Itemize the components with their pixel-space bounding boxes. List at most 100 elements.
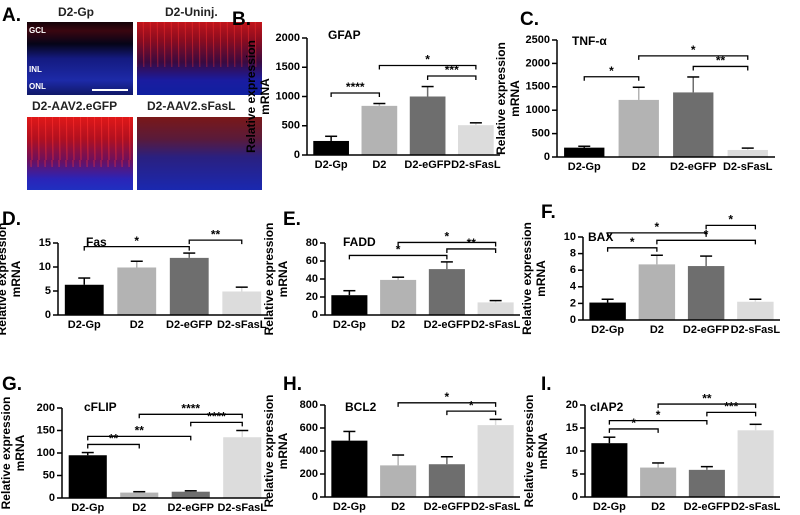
x-tick-label: D2-Gp bbox=[315, 159, 348, 171]
chart: E. FADD Relative expressionmRNA 0 20 40 60 80 D2… bbox=[262, 209, 520, 335]
panel-label: A. bbox=[2, 5, 21, 26]
bar bbox=[380, 465, 417, 497]
y-tick-label: 0 bbox=[570, 314, 576, 326]
y-tick-label: 0 bbox=[312, 491, 318, 503]
bar bbox=[169, 257, 209, 315]
y-tick-label: 10 bbox=[564, 231, 576, 243]
significance-bracket bbox=[397, 402, 497, 407]
significance-bracket bbox=[348, 254, 448, 260]
x-tick-label: D2-eGFP bbox=[683, 324, 729, 336]
error-bar bbox=[741, 147, 754, 150]
x-tick-label: D2 bbox=[130, 319, 144, 331]
chart-title: BCL2 bbox=[345, 400, 377, 414]
y-axis-label-line: Relative expression bbox=[0, 397, 13, 510]
bar bbox=[313, 140, 349, 155]
y-axis-label-line: mRNA bbox=[276, 260, 290, 297]
micrograph bbox=[27, 22, 133, 95]
y-tick-label: 5 bbox=[572, 468, 578, 480]
significance-bracket bbox=[87, 443, 140, 449]
y-tick-label: 1500 bbox=[276, 61, 300, 73]
y-axis-label-line: mRNA bbox=[258, 78, 272, 115]
bar bbox=[727, 149, 768, 157]
error-bar bbox=[421, 85, 434, 97]
y-tick-label: 40 bbox=[306, 273, 318, 285]
y-axis-label: Relative expressionmRNA bbox=[0, 223, 23, 336]
significance-bracket bbox=[606, 232, 707, 237]
y-tick-label: 20 bbox=[566, 399, 578, 411]
chart-title: Fas bbox=[86, 235, 107, 249]
y-tick-label: 15 bbox=[566, 422, 578, 434]
significance-label: * bbox=[396, 243, 401, 257]
bar bbox=[409, 96, 446, 155]
y-tick-label: 2500 bbox=[526, 34, 550, 46]
bar bbox=[223, 437, 262, 498]
bar bbox=[477, 302, 514, 315]
chart-title: cFLIP bbox=[84, 400, 117, 414]
x-tick-label: D2-Gp bbox=[71, 502, 104, 514]
y-tick-label: 20 bbox=[306, 291, 318, 303]
y-tick-label: 400 bbox=[300, 445, 318, 457]
error-bar bbox=[78, 277, 91, 285]
y-tick-label: 8 bbox=[570, 248, 576, 260]
y-tick-label: 1500 bbox=[526, 81, 550, 93]
chart: D. Fas Relative expressionmRNA 0 5 10 15 D2-Gp D… bbox=[0, 209, 268, 335]
error-bar bbox=[392, 276, 405, 280]
error-bar bbox=[133, 490, 146, 493]
significance-label: * bbox=[445, 390, 450, 404]
y-axis-label-line: Relative expression bbox=[520, 222, 534, 335]
y-tick-label: 0 bbox=[312, 309, 318, 321]
y-tick-label: 60 bbox=[306, 255, 318, 267]
bar bbox=[688, 469, 725, 497]
error-bar bbox=[440, 456, 453, 465]
x-tick-label: D2-sFasL bbox=[471, 501, 521, 513]
y-tick-label: 200 bbox=[37, 402, 55, 414]
bar bbox=[737, 301, 774, 320]
x-tick-label: D2-sFasL bbox=[217, 502, 267, 514]
significance-bracket bbox=[656, 239, 757, 245]
significance-label: * bbox=[630, 235, 635, 249]
significance-bracket bbox=[426, 75, 477, 81]
y-axis-label-line: Relative expression bbox=[522, 395, 536, 508]
y-tick-label: 2000 bbox=[276, 32, 300, 44]
image-label: D2-Gp bbox=[58, 5, 94, 19]
y-tick-label: 0 bbox=[572, 491, 578, 503]
error-bar bbox=[343, 430, 356, 441]
significance-label: * bbox=[425, 53, 430, 67]
error-bar bbox=[325, 135, 338, 141]
panel-label: H. bbox=[283, 374, 302, 395]
bar bbox=[68, 455, 107, 498]
y-tick-label: 4 bbox=[570, 281, 577, 293]
y-axis-label-line: Relative expression bbox=[244, 40, 258, 153]
y-axis-label-line: mRNA bbox=[9, 260, 23, 297]
y-tick-label: 500 bbox=[532, 128, 550, 140]
significance-label: ** bbox=[716, 54, 726, 68]
error-bar bbox=[373, 102, 386, 106]
error-bar bbox=[440, 261, 453, 270]
bar bbox=[640, 467, 677, 497]
micrograph-texture bbox=[137, 22, 262, 67]
significance-bracket bbox=[638, 55, 749, 60]
layer-label: ONL bbox=[29, 82, 46, 91]
x-tick-label: D2-eGFP bbox=[424, 501, 470, 513]
error-bar bbox=[343, 289, 356, 296]
y-tick-label: 0 bbox=[45, 309, 51, 321]
error-bar bbox=[700, 255, 713, 267]
error-bar bbox=[81, 451, 94, 456]
layer-label: INL bbox=[29, 65, 42, 74]
y-axis-label-line: mRNA bbox=[276, 432, 290, 469]
error-bar bbox=[489, 299, 502, 303]
significance-bracket bbox=[330, 92, 381, 97]
significance-label: **** bbox=[207, 410, 226, 424]
bar bbox=[589, 302, 626, 320]
x-tick-label: D2 bbox=[391, 319, 405, 331]
bar bbox=[564, 147, 605, 157]
y-tick-label: 6 bbox=[570, 264, 576, 276]
y-tick-label: 200 bbox=[300, 468, 318, 480]
y-tick-label: 1000 bbox=[276, 90, 300, 102]
significance-bracket bbox=[706, 411, 757, 417]
significance-bracket bbox=[608, 428, 659, 433]
x-tick-label: D2-Gp bbox=[568, 161, 601, 173]
significance-label: *** bbox=[445, 63, 459, 77]
panel-label: B. bbox=[232, 9, 251, 30]
